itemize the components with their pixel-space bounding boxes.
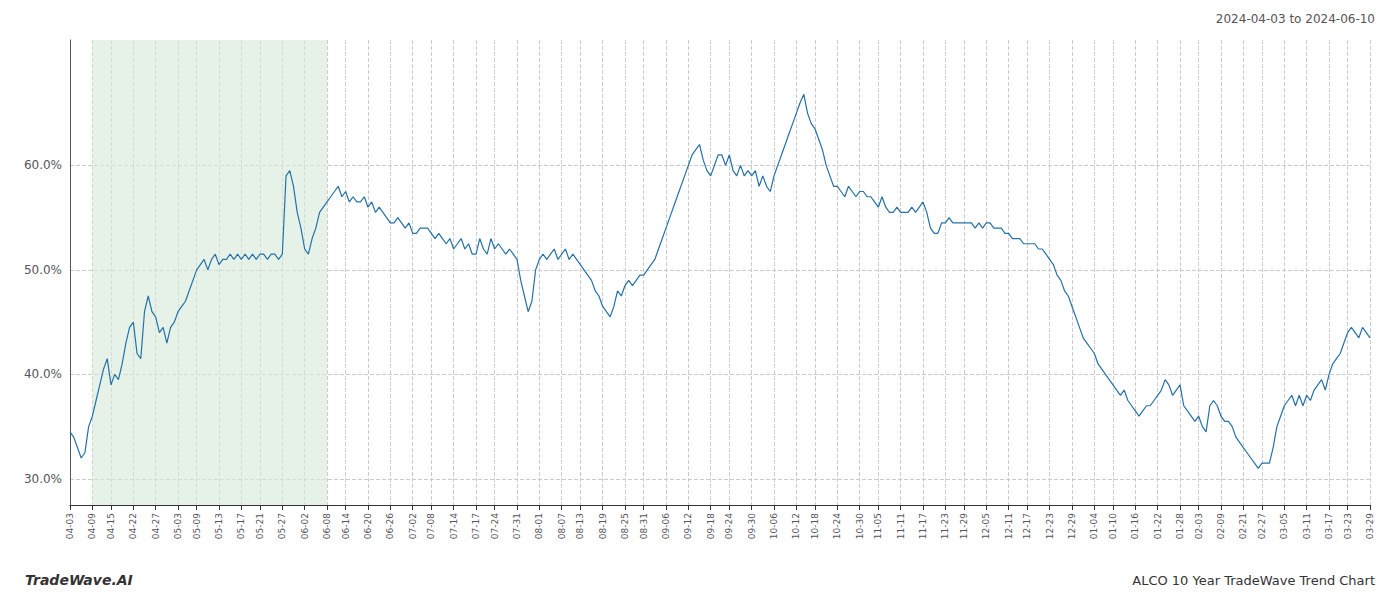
svg-text:12-11: 12-11 xyxy=(1004,513,1014,539)
svg-text:02-03: 02-03 xyxy=(1194,513,1204,539)
svg-text:10-30: 10-30 xyxy=(855,513,865,539)
svg-text:02-09: 02-09 xyxy=(1216,513,1226,539)
svg-text:2024-04-03 to 2024-06-10: 2024-04-03 to 2024-06-10 xyxy=(1216,12,1375,26)
svg-text:09-30: 09-30 xyxy=(747,513,757,539)
svg-text:50.0%: 50.0% xyxy=(24,263,62,277)
svg-text:09-06: 09-06 xyxy=(661,513,671,539)
svg-text:05-03: 05-03 xyxy=(173,513,183,539)
svg-text:01-10: 01-10 xyxy=(1108,513,1118,539)
svg-text:07-31: 07-31 xyxy=(512,513,522,539)
svg-text:TradeWave.AI: TradeWave.AI xyxy=(25,572,133,588)
svg-text:08-01: 08-01 xyxy=(534,513,544,539)
svg-text:10-24: 10-24 xyxy=(832,513,842,539)
svg-text:05-17: 05-17 xyxy=(236,513,246,539)
svg-text:06-08: 06-08 xyxy=(322,513,332,539)
svg-text:01-04: 01-04 xyxy=(1089,513,1099,539)
svg-text:03-29: 03-29 xyxy=(1365,513,1375,539)
svg-text:08-31: 08-31 xyxy=(639,513,649,539)
svg-text:02-21: 02-21 xyxy=(1238,513,1248,539)
svg-text:09-12: 09-12 xyxy=(683,513,693,539)
svg-text:40.0%: 40.0% xyxy=(24,367,62,381)
svg-text:09-18: 09-18 xyxy=(706,513,716,539)
svg-text:08-19: 08-19 xyxy=(598,513,608,539)
svg-text:30.0%: 30.0% xyxy=(24,472,62,486)
svg-text:08-13: 08-13 xyxy=(575,513,585,539)
svg-text:07-24: 07-24 xyxy=(490,513,500,539)
svg-text:06-14: 06-14 xyxy=(341,513,351,539)
svg-text:06-02: 06-02 xyxy=(300,513,310,539)
svg-text:11-23: 11-23 xyxy=(940,513,950,539)
svg-text:07-14: 07-14 xyxy=(449,513,459,539)
svg-text:12-29: 12-29 xyxy=(1067,513,1077,539)
svg-text:02-27: 02-27 xyxy=(1257,513,1267,539)
svg-text:06-20: 06-20 xyxy=(363,513,373,539)
svg-text:12-17: 12-17 xyxy=(1022,513,1032,539)
svg-text:05-13: 05-13 xyxy=(214,513,224,539)
svg-text:12-23: 12-23 xyxy=(1045,513,1055,539)
svg-text:03-11: 03-11 xyxy=(1302,513,1312,539)
svg-text:11-29: 11-29 xyxy=(959,513,969,539)
svg-text:10-06: 10-06 xyxy=(769,513,779,539)
svg-text:11-17: 11-17 xyxy=(918,513,928,539)
svg-text:04-27: 04-27 xyxy=(151,513,161,539)
svg-text:03-17: 03-17 xyxy=(1324,513,1334,539)
svg-text:03-05: 03-05 xyxy=(1279,513,1289,539)
svg-text:07-08: 07-08 xyxy=(426,513,436,539)
svg-text:01-28: 01-28 xyxy=(1175,513,1185,539)
svg-text:11-05: 11-05 xyxy=(873,513,883,539)
svg-text:10-18: 10-18 xyxy=(810,513,820,539)
svg-text:04-15: 04-15 xyxy=(106,513,116,539)
svg-text:01-22: 01-22 xyxy=(1153,513,1163,539)
svg-text:05-21: 05-21 xyxy=(255,513,265,539)
svg-text:07-02: 07-02 xyxy=(408,513,418,539)
svg-text:06-26: 06-26 xyxy=(385,513,395,539)
svg-text:04-22: 04-22 xyxy=(128,513,138,539)
svg-text:ALCO 10 Year TradeWave Trend C: ALCO 10 Year TradeWave Trend Chart xyxy=(1132,573,1375,588)
svg-text:01-16: 01-16 xyxy=(1130,513,1140,539)
svg-text:05-09: 05-09 xyxy=(192,513,202,539)
svg-text:12-05: 12-05 xyxy=(981,513,991,539)
svg-text:08-07: 08-07 xyxy=(557,513,567,539)
svg-text:05-27: 05-27 xyxy=(277,513,287,539)
svg-text:11-11: 11-11 xyxy=(896,513,906,539)
svg-text:03-23: 03-23 xyxy=(1343,513,1353,539)
svg-text:60.0%: 60.0% xyxy=(24,158,62,172)
svg-text:09-24: 09-24 xyxy=(724,513,734,539)
svg-text:04-03: 04-03 xyxy=(65,513,75,539)
svg-text:08-25: 08-25 xyxy=(620,513,630,539)
svg-text:10-12: 10-12 xyxy=(791,513,801,539)
svg-text:04-09: 04-09 xyxy=(87,513,97,539)
svg-text:07-17: 07-17 xyxy=(471,513,481,539)
